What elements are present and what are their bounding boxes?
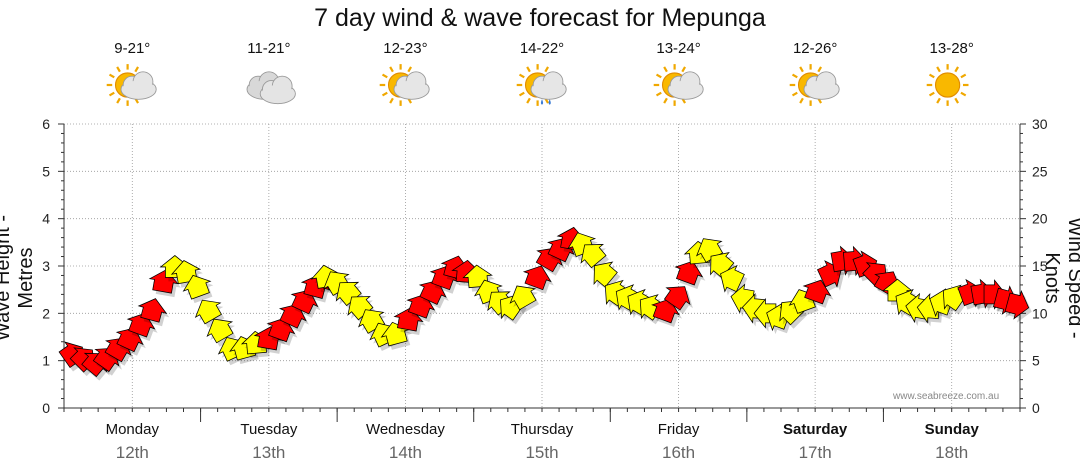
temperature-range: 11-21°	[247, 40, 291, 57]
y-tick-label-left: 3	[42, 258, 50, 274]
y-tick-label-left: 0	[42, 400, 50, 416]
day-date-label: 17th	[798, 443, 832, 462]
y-axis-left-label: Wave Height - Metres	[0, 215, 37, 341]
wind-arrow	[522, 265, 552, 291]
wind-arrow	[593, 261, 618, 288]
y-tick-label-right: 15	[1032, 258, 1048, 274]
wind-arrow	[418, 280, 447, 305]
temperature-range: 12-23°	[383, 40, 428, 57]
wind-arrow	[710, 252, 735, 279]
wind-arrow	[182, 274, 212, 300]
wind-arrow	[802, 279, 832, 305]
wind-arrow	[580, 244, 607, 269]
wind-arrow	[674, 260, 704, 286]
y-tick-label-left: 6	[42, 116, 50, 132]
chart-title: 7 day wind & wave forecast for Mepunga	[314, 4, 766, 32]
y-tick-label-right: 0	[1032, 400, 1040, 416]
temperature-range: 12-26°	[792, 40, 838, 57]
day-date-label: 18th	[935, 443, 969, 462]
day-name-label: Saturday	[783, 421, 848, 438]
day-forecast: 9-21°	[77, 40, 187, 107]
wind-arrow	[137, 298, 168, 323]
chart-axes: 0 1 2 3 4 5 6 0 5 10 15 20 25 30	[42, 116, 1048, 422]
day-forecast: 12-26°	[760, 40, 870, 107]
wind-arrow	[194, 299, 222, 325]
shower-icon	[516, 64, 567, 106]
wind-arrow	[720, 264, 745, 293]
day-date-label: 13th	[252, 443, 286, 462]
wind-arrow	[206, 318, 234, 344]
wind-arrow	[290, 289, 319, 315]
y-tick-label-left: 1	[42, 353, 50, 369]
temperature-range: 13-28°	[929, 40, 974, 57]
wind-arrow	[278, 303, 307, 329]
day-name-label: Wednesday	[365, 421, 445, 438]
y-tick-label-right: 30	[1032, 116, 1048, 132]
day-date-label: 16th	[662, 443, 696, 462]
y-tick-label-left: 4	[42, 211, 50, 227]
partly-cloudy-icon	[380, 64, 431, 106]
day-name-label: Monday	[105, 421, 159, 438]
wind-arrow	[1004, 289, 1030, 320]
wind-arrow	[663, 286, 691, 311]
day-date-label: 15th	[525, 443, 559, 462]
wind-arrow	[115, 327, 144, 353]
y-tick-label-right: 5	[1032, 353, 1040, 369]
partly-cloudy-icon	[653, 64, 704, 106]
day-forecast: 11-21°	[214, 40, 324, 107]
temperature-range: 13-24°	[656, 40, 701, 57]
day-name-label: Sunday	[924, 421, 979, 438]
wind-arrow	[347, 296, 374, 321]
day-date-label: 12th	[115, 443, 149, 462]
wind-arrow	[335, 281, 362, 307]
day-forecast: 12-23°	[350, 40, 460, 107]
y-tick-label-left: 5	[42, 163, 50, 179]
y-tick-label-right: 10	[1032, 305, 1048, 321]
watermark: www.seabreeze.com.au	[893, 391, 1000, 402]
sunny-icon	[926, 64, 969, 106]
day-forecast: 13-24°	[624, 40, 734, 107]
wind-arrows	[58, 226, 1032, 381]
day-forecast: 13-28°	[897, 40, 1007, 107]
cloudy-icon	[246, 71, 296, 105]
day-name-label: Friday	[657, 421, 700, 438]
y-tick-label-left: 2	[42, 305, 50, 321]
wind-arrow	[509, 285, 537, 311]
y-axis-right-label: Wind Speed - Knots	[1041, 217, 1080, 338]
y-tick-label-right: 25	[1032, 163, 1048, 179]
day-date-label: 14th	[388, 443, 422, 462]
day-name-label: Tuesday	[240, 421, 298, 438]
temperature-range: 9-21°	[114, 40, 151, 57]
temperature-range: 14-22°	[519, 40, 565, 57]
partly-cloudy-icon	[789, 64, 840, 106]
partly-cloudy-icon	[106, 64, 157, 106]
day-forecast: 14-22°	[487, 40, 597, 107]
y-tick-label-right: 20	[1032, 211, 1048, 227]
day-name-label: Thursday	[510, 421, 574, 438]
